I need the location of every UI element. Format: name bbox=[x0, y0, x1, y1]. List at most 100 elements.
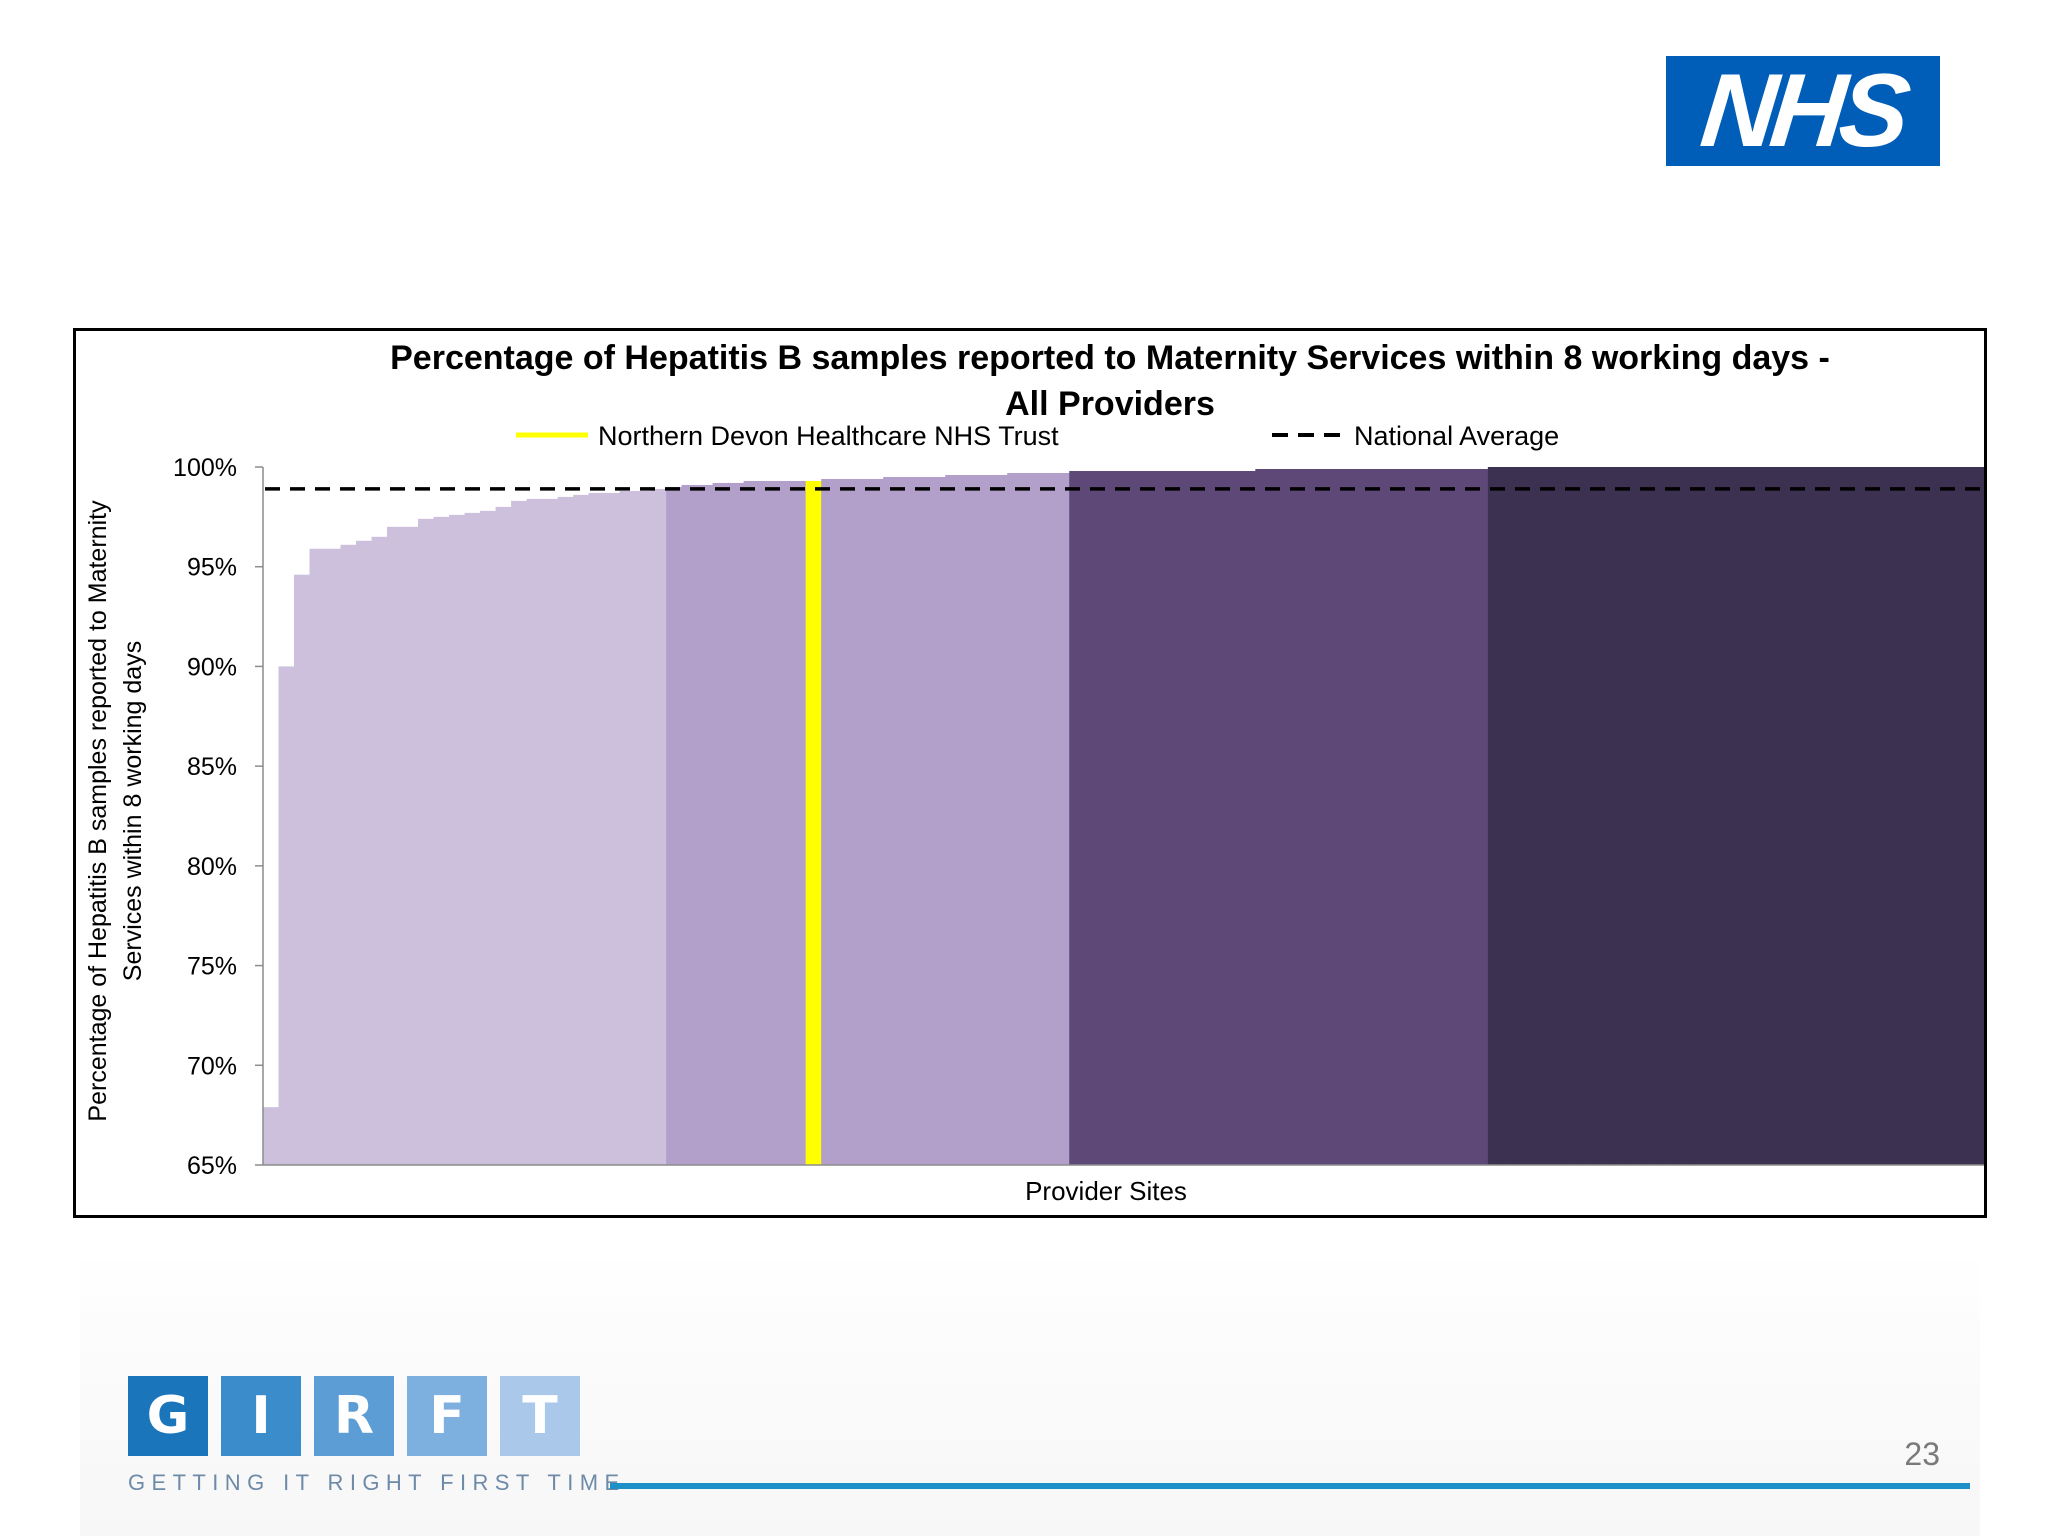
bar bbox=[371, 536, 388, 1165]
chart: 100% 95% 90% 85% 80% 75% 70% 65% Percentage of … bbox=[84, 339, 1984, 1206]
bar bbox=[309, 548, 326, 1165]
bar bbox=[1270, 468, 1287, 1165]
girft-tile-i: I bbox=[221, 1376, 301, 1456]
legend-label-national-average: National Average bbox=[1354, 421, 1559, 451]
bar bbox=[1363, 468, 1380, 1165]
bar bbox=[1658, 467, 1675, 1165]
bar bbox=[418, 518, 435, 1165]
y-axis-label-line1: Percentage of Hepatitis B samples report… bbox=[84, 500, 112, 1122]
bar bbox=[278, 666, 295, 1165]
bar bbox=[1828, 467, 1846, 1165]
bar bbox=[1053, 472, 1070, 1165]
bar bbox=[1441, 468, 1458, 1165]
bar bbox=[1782, 467, 1799, 1165]
bar bbox=[759, 480, 776, 1165]
bar bbox=[960, 474, 977, 1165]
bar bbox=[1379, 468, 1396, 1165]
bar bbox=[1937, 467, 1954, 1165]
bar bbox=[635, 490, 652, 1165]
bar bbox=[1906, 467, 1923, 1165]
bar bbox=[1766, 467, 1784, 1165]
bar bbox=[1394, 468, 1411, 1165]
nhs-logo-text: NHS bbox=[1696, 53, 1910, 169]
bar-highlight-trust bbox=[805, 480, 822, 1165]
bar bbox=[356, 540, 373, 1165]
bar bbox=[588, 492, 605, 1165]
bar bbox=[619, 490, 636, 1165]
bar bbox=[1534, 467, 1551, 1165]
bar bbox=[1611, 467, 1628, 1165]
bar bbox=[666, 486, 683, 1165]
bar bbox=[1332, 468, 1349, 1165]
bar bbox=[340, 544, 357, 1165]
bar bbox=[1162, 470, 1179, 1165]
girft-tagline: GETTING IT RIGHT FIRST TIME bbox=[128, 1470, 626, 1495]
bar bbox=[1642, 467, 1659, 1165]
y-tick-label: 75% bbox=[187, 953, 237, 981]
bar bbox=[402, 526, 419, 1165]
girft-tile-r: R bbox=[314, 1376, 394, 1456]
bar bbox=[1487, 467, 1504, 1165]
girft-tile-t: T bbox=[500, 1376, 580, 1456]
bar bbox=[1580, 467, 1597, 1165]
bar bbox=[1704, 467, 1722, 1165]
bar bbox=[883, 476, 900, 1166]
bar bbox=[1518, 467, 1535, 1165]
y-tick-label: 70% bbox=[187, 1052, 237, 1080]
bar bbox=[1425, 468, 1442, 1165]
bar bbox=[1301, 468, 1318, 1165]
bar bbox=[1844, 467, 1861, 1165]
bar bbox=[914, 476, 931, 1166]
bar bbox=[929, 476, 946, 1166]
y-tick-label: 65% bbox=[187, 1152, 237, 1180]
bar bbox=[263, 1107, 280, 1165]
chart-title-line2: All Providers bbox=[1005, 385, 1215, 423]
bar bbox=[728, 482, 745, 1165]
bar bbox=[1472, 468, 1489, 1165]
footer-divider bbox=[610, 1483, 1970, 1489]
bars-layer bbox=[263, 467, 1984, 1166]
bar bbox=[650, 488, 667, 1165]
bar bbox=[1751, 467, 1768, 1165]
bar bbox=[1007, 472, 1024, 1165]
bar bbox=[433, 516, 450, 1165]
y-tick-label: 95% bbox=[187, 554, 237, 582]
bar bbox=[945, 474, 962, 1165]
bar bbox=[1720, 467, 1737, 1165]
bar bbox=[1084, 470, 1101, 1165]
bar bbox=[1549, 467, 1566, 1165]
girft-tile-g: G bbox=[128, 1376, 208, 1456]
bar bbox=[1286, 468, 1303, 1165]
bar bbox=[387, 526, 404, 1165]
bar bbox=[1100, 470, 1117, 1165]
page-number: 23 bbox=[1904, 1436, 1940, 1472]
bar bbox=[867, 478, 884, 1166]
bar bbox=[542, 498, 559, 1165]
bar bbox=[1890, 467, 1908, 1165]
bar bbox=[1177, 470, 1194, 1165]
bar bbox=[325, 548, 342, 1165]
bar bbox=[1735, 467, 1753, 1165]
bar bbox=[1456, 468, 1473, 1165]
bar bbox=[1410, 468, 1427, 1165]
bar bbox=[852, 478, 869, 1166]
bar bbox=[743, 480, 760, 1165]
bar bbox=[836, 478, 853, 1166]
y-tick-label: 85% bbox=[187, 753, 237, 781]
bar bbox=[1069, 470, 1086, 1165]
bar bbox=[604, 492, 621, 1165]
bar bbox=[1022, 472, 1039, 1165]
bar bbox=[1224, 470, 1241, 1165]
y-axis-label-line2: Services within 8 working days bbox=[119, 641, 147, 981]
bar bbox=[1503, 467, 1520, 1165]
bar bbox=[991, 474, 1008, 1165]
legend: Northern Devon Healthcare NHS Trust Nati… bbox=[516, 421, 1559, 451]
bar bbox=[1348, 468, 1365, 1165]
bar bbox=[1813, 467, 1830, 1165]
bar bbox=[697, 484, 714, 1165]
chart-title-line1: Percentage of Hepatitis B samples report… bbox=[390, 339, 1830, 377]
bar bbox=[774, 480, 791, 1165]
bar bbox=[1968, 467, 1984, 1165]
chart-frame: 100% 95% 90% 85% 80% 75% 70% 65% Percentage of … bbox=[73, 328, 1987, 1218]
bar bbox=[449, 514, 466, 1165]
